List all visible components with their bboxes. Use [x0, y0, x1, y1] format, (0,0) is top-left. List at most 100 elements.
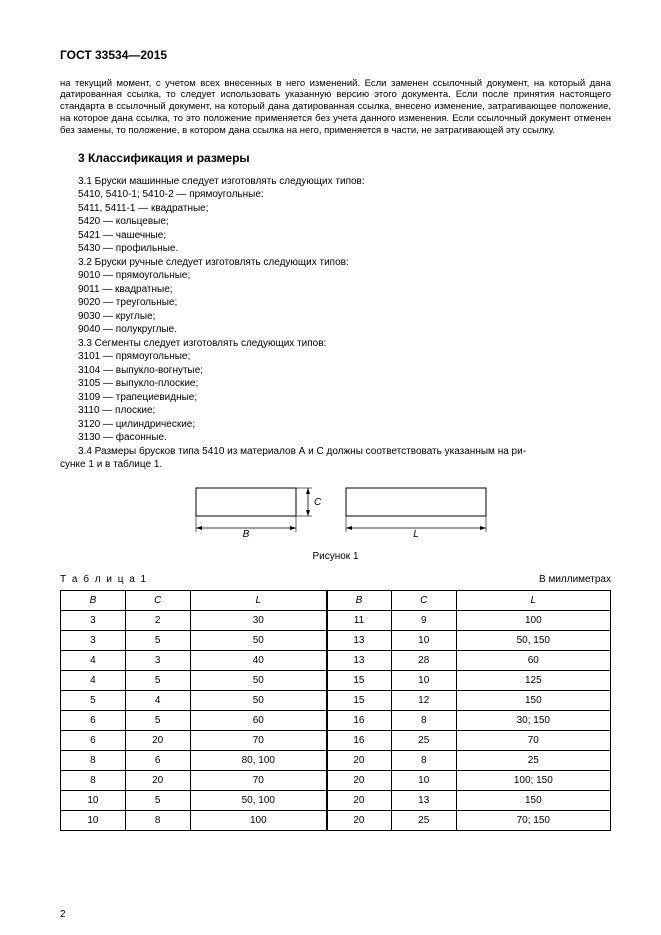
line: 9040 — полукруглые.: [60, 323, 611, 337]
line-continuation: сунке 1 и в таблице 1.: [60, 458, 611, 472]
table-cell: 8: [61, 770, 126, 790]
table-cell: 6: [61, 730, 126, 750]
table-cell: 20: [327, 770, 392, 790]
table-header-row: Т а б л и ц а 1 В миллиметрах: [60, 573, 611, 586]
table-row: 10550, 1002013150: [61, 790, 611, 810]
intro-paragraph: на текущий момент, с учетом всех внесенн…: [60, 78, 611, 137]
line: 3.3 Сегменты следует изготовлять следующ…: [60, 337, 611, 351]
table-cell: 9: [391, 610, 456, 630]
table-cell: 50: [190, 630, 326, 650]
table-cell: 15: [327, 690, 392, 710]
table-cell: 20: [327, 750, 392, 770]
table-cell: 20: [327, 810, 392, 830]
col-header: L: [456, 590, 610, 610]
line: 3120 — цилиндрические;: [60, 418, 611, 432]
table-cell: 10: [61, 810, 126, 830]
table-cell: 8: [391, 750, 456, 770]
col-header: B: [61, 590, 126, 610]
table-row: 4340132860: [61, 650, 611, 670]
table-cell: 10: [61, 790, 126, 810]
table-row: 62070162570: [61, 730, 611, 750]
table-cell: 8: [391, 710, 456, 730]
table-row: 108100202570; 150: [61, 810, 611, 830]
line: 9010 — прямоугольные;: [60, 269, 611, 283]
table-cell: 16: [327, 710, 392, 730]
table-cell: 13: [327, 630, 392, 650]
figure-caption: Рисунок 1: [60, 550, 611, 563]
page: ГОСТ 33534—2015 на текущий момент, с уче…: [0, 0, 661, 935]
table-cell: 40: [190, 650, 326, 670]
table-cell: 30; 150: [456, 710, 610, 730]
table-cell: 30: [190, 610, 326, 630]
table-cell: 15: [327, 670, 392, 690]
table-cell: 25: [391, 730, 456, 750]
section-title: 3 Классификация и размеры: [78, 151, 611, 167]
line: 3104 — выпукло-вогнутые;: [60, 364, 611, 378]
table-cell: 25: [391, 810, 456, 830]
table-row: 820702010100; 150: [61, 770, 611, 790]
table-cell: 3: [61, 630, 126, 650]
table-cell: 11: [327, 610, 392, 630]
table-cell: 10: [391, 670, 456, 690]
table-cell: 2: [125, 610, 190, 630]
table-cell: 20: [125, 770, 190, 790]
table-row: 54501512150: [61, 690, 611, 710]
line: 9030 — круглые;: [60, 310, 611, 324]
col-header: B: [327, 590, 392, 610]
table-cell: 6: [61, 710, 126, 730]
line: 5420 — кольцевые;: [60, 215, 611, 229]
table-cell: 28: [391, 650, 456, 670]
table-cell: 60: [456, 650, 610, 670]
table-cell: 125: [456, 670, 610, 690]
line: 3.4 Размеры брусков типа 5410 из материа…: [60, 445, 611, 459]
table-cell: 5: [125, 710, 190, 730]
figure-svg: B C L: [176, 480, 496, 540]
figure-1: B C L: [60, 480, 611, 544]
table-cell: 150: [456, 790, 610, 810]
line: 5410, 5410-1; 5410-2 — прямоугольные:: [60, 188, 611, 202]
table-row: 3230119100: [61, 610, 611, 630]
table-cell: 8: [61, 750, 126, 770]
table-cell: 70; 150: [456, 810, 610, 830]
table-row: 8680, 10020825: [61, 750, 611, 770]
table-cell: 5: [125, 670, 190, 690]
table-cell: 4: [61, 650, 126, 670]
table-cell: 13: [327, 650, 392, 670]
line: 5421 — чашечные;: [60, 229, 611, 243]
table-cell: 5: [125, 630, 190, 650]
table-cell: 20: [327, 790, 392, 810]
table-cell: 80, 100: [190, 750, 326, 770]
line: 3109 — трапециевидные;: [60, 391, 611, 405]
line: 5430 — профильные.: [60, 242, 611, 256]
line: 3.2 Бруски ручные следует изготовлять сл…: [60, 256, 611, 270]
line: 3130 — фасонные.: [60, 431, 611, 445]
table-cell: 5: [61, 690, 126, 710]
table-cell: 60: [190, 710, 326, 730]
line: 9020 — треугольные;: [60, 296, 611, 310]
table-cell: 50, 150: [456, 630, 610, 650]
table-cell: 100; 150: [456, 770, 610, 790]
table-cell: 50: [190, 670, 326, 690]
line: 3110 — плоские;: [60, 404, 611, 418]
table-cell: 6: [125, 750, 190, 770]
table-cell: 3: [125, 650, 190, 670]
table-row: 45501510125: [61, 670, 611, 690]
page-number: 2: [60, 908, 66, 921]
table-cell: 4: [61, 670, 126, 690]
table-cell: 5: [125, 790, 190, 810]
table-cell: 12: [391, 690, 456, 710]
table-cell: 25: [456, 750, 610, 770]
line: 9011 — квадратные;: [60, 283, 611, 297]
figure-label-c: C: [314, 497, 322, 508]
col-header: C: [391, 590, 456, 610]
table-cell: 4: [125, 690, 190, 710]
table-cell: 3: [61, 610, 126, 630]
figure-label-l: L: [413, 529, 419, 540]
figure-label-b: B: [242, 529, 249, 540]
table-cell: 70: [456, 730, 610, 750]
table-cell: 8: [125, 810, 190, 830]
table-cell: 20: [125, 730, 190, 750]
col-header: C: [125, 590, 190, 610]
table-cell: 10: [391, 770, 456, 790]
table-cell: 150: [456, 690, 610, 710]
